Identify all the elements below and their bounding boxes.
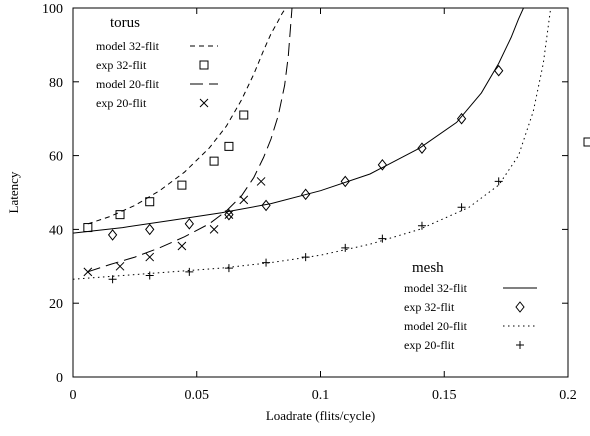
series-mesh-exp-32-flit <box>107 64 504 241</box>
x-tick-label: 0.2 <box>559 388 577 403</box>
series-line <box>72 7 524 234</box>
data-point <box>145 197 155 207</box>
y-axis-label: Latency <box>6 171 21 213</box>
data-point <box>256 177 266 186</box>
data-point <box>145 271 154 280</box>
data-point <box>378 234 387 243</box>
data-point <box>209 225 219 234</box>
data-point <box>107 229 118 241</box>
data-point <box>456 112 467 125</box>
legend-label: exp 20-flit <box>96 96 147 110</box>
data-point <box>262 258 271 267</box>
series-mesh-exp-20-flit <box>108 177 503 284</box>
series-line <box>72 7 552 280</box>
series-torus-exp-32-flit <box>83 110 249 233</box>
legend-mesh: mesh model 32-flit exp 32-flit model 20-fli… <box>404 260 537 352</box>
data-point <box>494 64 504 77</box>
series-mesh-model-20-flit <box>72 7 552 280</box>
legend-label: model 20-flit <box>96 77 160 91</box>
y-tick-label: 0 <box>56 371 63 386</box>
legend-title: mesh <box>412 260 444 276</box>
data-point <box>494 177 503 186</box>
legend-label: model 20-flit <box>404 319 468 333</box>
plot-frame <box>72 7 569 378</box>
data-point <box>224 264 233 273</box>
data-point <box>340 175 350 188</box>
data-point <box>417 221 426 230</box>
legends: torus model 32-flit exp 32-flit model 20-fl… <box>96 15 537 352</box>
x-tick-label: 0.1 <box>312 388 330 403</box>
series-torus-model-20-flit <box>87 7 293 273</box>
data-point <box>239 110 249 120</box>
data-point <box>115 261 125 271</box>
data-point <box>417 142 427 155</box>
data-point <box>177 241 187 251</box>
ticks: 0 0.05 0.1 0.15 0.2 0 20 40 60 80 100 <box>42 2 577 403</box>
data-point <box>115 210 125 220</box>
data-point <box>377 159 388 171</box>
data-point <box>261 199 271 212</box>
series-mesh-model-32-flit <box>72 7 524 234</box>
data-point <box>108 275 117 284</box>
edge-square-marker <box>583 137 590 147</box>
y-tick-label: 40 <box>49 223 63 238</box>
data-point <box>185 267 194 276</box>
data-point <box>184 218 194 230</box>
series-torus-exp-20-flit <box>83 177 266 277</box>
data-point <box>209 156 219 166</box>
y-tick-label: 100 <box>42 2 63 17</box>
data-point <box>224 141 234 151</box>
legend-marker-swatch <box>199 98 209 108</box>
data-point <box>239 195 249 205</box>
data-point <box>83 223 93 233</box>
legend-marker-swatch <box>516 341 524 349</box>
legend-marker-swatch <box>515 301 525 313</box>
legend-label: model 32-flit <box>404 281 468 295</box>
data-point <box>301 188 311 201</box>
x-axis-label: Loadrate (flits/cycle) <box>266 408 375 423</box>
data-point <box>145 252 155 262</box>
series-torus-model-32-flit <box>87 7 287 225</box>
legend-label: model 32-flit <box>96 39 160 53</box>
data-point <box>457 203 466 212</box>
legend-torus: torus model 32-flit exp 32-flit model 20-fl… <box>96 15 218 110</box>
x-tick-label: 0.15 <box>432 388 457 403</box>
y-tick-label: 20 <box>49 297 63 312</box>
legend-marker-swatch <box>199 60 209 70</box>
legend-title: torus <box>110 15 140 31</box>
data-point <box>177 180 187 190</box>
y-tick-label: 60 <box>49 150 63 165</box>
data-point <box>224 208 234 221</box>
series-line <box>87 7 287 225</box>
data-point <box>145 223 155 236</box>
legend-label: exp 32-flit <box>96 58 147 72</box>
legend-label: exp 32-flit <box>404 300 455 314</box>
data-point <box>301 253 310 262</box>
legend-label: exp 20-flit <box>404 338 455 352</box>
x-tick-label: 0 <box>70 388 77 403</box>
data-point <box>341 243 350 252</box>
y-tick-label: 80 <box>49 76 63 91</box>
series-layer <box>72 7 552 284</box>
data-point <box>83 267 93 277</box>
x-tick-label: 0.05 <box>185 388 210 403</box>
series-line <box>87 7 293 273</box>
axes <box>72 7 569 378</box>
